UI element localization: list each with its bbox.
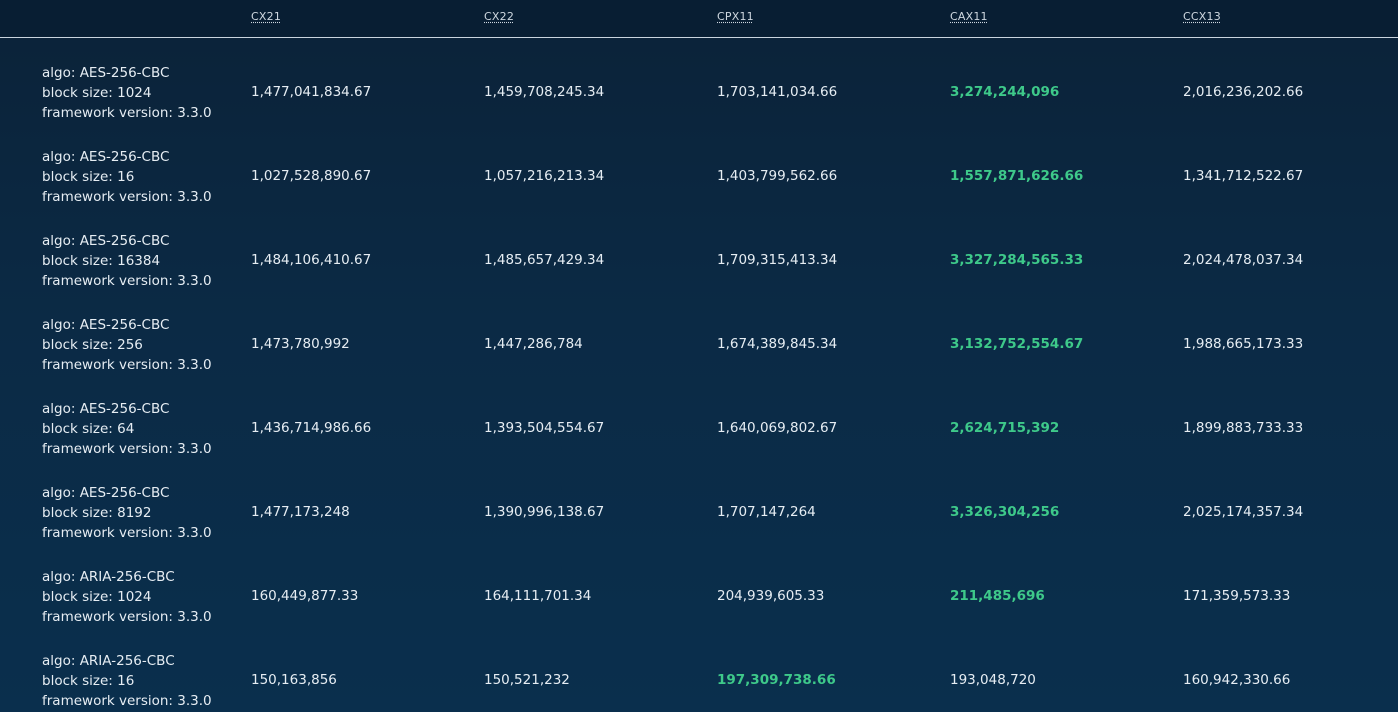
row-label-algo: algo: AES-256-CBC: [42, 149, 170, 165]
value-cell-cx21: 1,484,106,410.67: [251, 252, 372, 268]
table-header: CX21 CX22 CPX11 CAX11 CCX13: [0, 0, 1398, 38]
value-cell-cx21: 160,449,877.33: [251, 588, 359, 604]
row-label: algo: AES-256-CBC block size: 256 framewor…: [42, 315, 212, 375]
value-cell-cx22: 150,521,232: [484, 672, 570, 688]
value-cell-cpx11: 197,309,738.66: [717, 672, 836, 688]
row-label: algo: ARIA-256-CBC block size: 1024 framew…: [42, 567, 212, 627]
value-cell-ccx13: 1,899,883,733.33: [1183, 420, 1304, 436]
row-label-framework: framework version: 3.3.0: [42, 357, 212, 373]
column-header-ccx13[interactable]: CCX13: [1183, 10, 1221, 23]
value-cell-cx22: 1,057,216,213.34: [484, 168, 605, 184]
value-cell-cax11: 3,326,304,256: [950, 504, 1060, 520]
value-cell-cpx11: 1,707,147,264: [717, 504, 816, 520]
row-label-algo: algo: ARIA-256-CBC: [42, 569, 175, 585]
value-cell-ccx13: 171,359,573.33: [1183, 588, 1291, 604]
value-cell-cx21: 1,477,041,834.67: [251, 84, 372, 100]
row-label-framework: framework version: 3.3.0: [42, 105, 212, 121]
value-cell-cx22: 1,393,504,554.67: [484, 420, 605, 436]
column-header-cpx11[interactable]: CPX11: [717, 10, 754, 23]
row-label-block: block size: 16: [42, 169, 135, 185]
row-label-block: block size: 16384: [42, 253, 161, 269]
column-header-cax11[interactable]: CAX11: [950, 10, 988, 23]
value-cell-cx21: 1,477,173,248: [251, 504, 350, 520]
row-label: algo: ARIA-256-CBC block size: 16 framewor…: [42, 651, 212, 711]
row-label: algo: AES-256-CBC block size: 8192 framewo…: [42, 483, 212, 543]
row-label-framework: framework version: 3.3.0: [42, 441, 212, 457]
table-row: algo: ARIA-256-CBC block size: 1024 framew…: [0, 549, 1398, 633]
value-cell-ccx13: 160,942,330.66: [1183, 672, 1291, 688]
row-label: algo: AES-256-CBC block size: 1024 framewo…: [42, 63, 212, 123]
row-label-framework: framework version: 3.3.0: [42, 525, 212, 541]
row-label-block: block size: 256: [42, 337, 143, 353]
row-label-block: block size: 1024: [42, 589, 152, 605]
row-label-algo: algo: AES-256-CBC: [42, 485, 170, 501]
row-label-algo: algo: AES-256-CBC: [42, 401, 170, 417]
value-cell-cx22: 164,111,701.34: [484, 588, 592, 604]
value-cell-cpx11: 1,709,315,413.34: [717, 252, 838, 268]
value-cell-cax11: 3,274,244,096: [950, 84, 1060, 100]
value-cell-cax11: 211,485,696: [950, 588, 1045, 604]
row-label-framework: framework version: 3.3.0: [42, 693, 212, 709]
row-label: algo: AES-256-CBC block size: 64 framework…: [42, 399, 212, 459]
value-cell-cx21: 1,027,528,890.67: [251, 168, 372, 184]
value-cell-cpx11: 1,640,069,802.67: [717, 420, 838, 436]
row-label-framework: framework version: 3.3.0: [42, 273, 212, 289]
table-row: algo: AES-256-CBC block size: 16 framework…: [0, 129, 1398, 213]
value-cell-cx21: 150,163,856: [251, 672, 337, 688]
table-row: algo: AES-256-CBC block size: 1024 framewo…: [0, 45, 1398, 129]
value-cell-cpx11: 204,939,605.33: [717, 588, 825, 604]
value-cell-cpx11: 1,674,389,845.34: [717, 336, 838, 352]
value-cell-cax11: 3,327,284,565.33: [950, 252, 1084, 268]
table-row: algo: AES-256-CBC block size: 64 framework…: [0, 381, 1398, 465]
value-cell-ccx13: 2,025,174,357.34: [1183, 504, 1304, 520]
row-label: algo: AES-256-CBC block size: 16384 framew…: [42, 231, 212, 291]
row-label-algo: algo: AES-256-CBC: [42, 65, 170, 81]
row-label-block: block size: 8192: [42, 505, 152, 521]
column-header-cx21[interactable]: CX21: [251, 10, 282, 23]
table-row: algo: AES-256-CBC block size: 256 framewor…: [0, 297, 1398, 381]
value-cell-cx22: 1,459,708,245.34: [484, 84, 605, 100]
row-label-block: block size: 64: [42, 421, 135, 437]
value-cell-cpx11: 1,703,141,034.66: [717, 84, 838, 100]
value-cell-ccx13: 1,988,665,173.33: [1183, 336, 1304, 352]
column-header-cx22[interactable]: CX22: [484, 10, 515, 23]
value-cell-ccx13: 1,341,712,522.67: [1183, 168, 1304, 184]
row-label-algo: algo: AES-256-CBC: [42, 317, 170, 333]
table-row: algo: ARIA-256-CBC block size: 16 framewor…: [0, 633, 1398, 712]
value-cell-cx22: 1,485,657,429.34: [484, 252, 605, 268]
value-cell-cx22: 1,390,996,138.67: [484, 504, 605, 520]
value-cell-cax11: 193,048,720: [950, 672, 1036, 688]
row-label-framework: framework version: 3.3.0: [42, 609, 212, 625]
value-cell-cx21: 1,473,780,992: [251, 336, 350, 352]
row-label-algo: algo: AES-256-CBC: [42, 233, 170, 249]
row-label-framework: framework version: 3.3.0: [42, 189, 212, 205]
value-cell-cax11: 3,132,752,554.67: [950, 336, 1084, 352]
value-cell-cx21: 1,436,714,986.66: [251, 420, 372, 436]
value-cell-cpx11: 1,403,799,562.66: [717, 168, 838, 184]
value-cell-ccx13: 2,024,478,037.34: [1183, 252, 1304, 268]
value-cell-cax11: 1,557,871,626.66: [950, 168, 1084, 184]
table-row: algo: AES-256-CBC block size: 8192 framewo…: [0, 465, 1398, 549]
value-cell-cx22: 1,447,286,784: [484, 336, 583, 352]
row-label-algo: algo: ARIA-256-CBC: [42, 653, 175, 669]
row-label-block: block size: 1024: [42, 85, 152, 101]
value-cell-cax11: 2,624,715,392: [950, 420, 1060, 436]
table-row: algo: AES-256-CBC block size: 16384 framew…: [0, 213, 1398, 297]
row-label-block: block size: 16: [42, 673, 135, 689]
value-cell-ccx13: 2,016,236,202.66: [1183, 84, 1304, 100]
row-label: algo: AES-256-CBC block size: 16 framework…: [42, 147, 212, 207]
